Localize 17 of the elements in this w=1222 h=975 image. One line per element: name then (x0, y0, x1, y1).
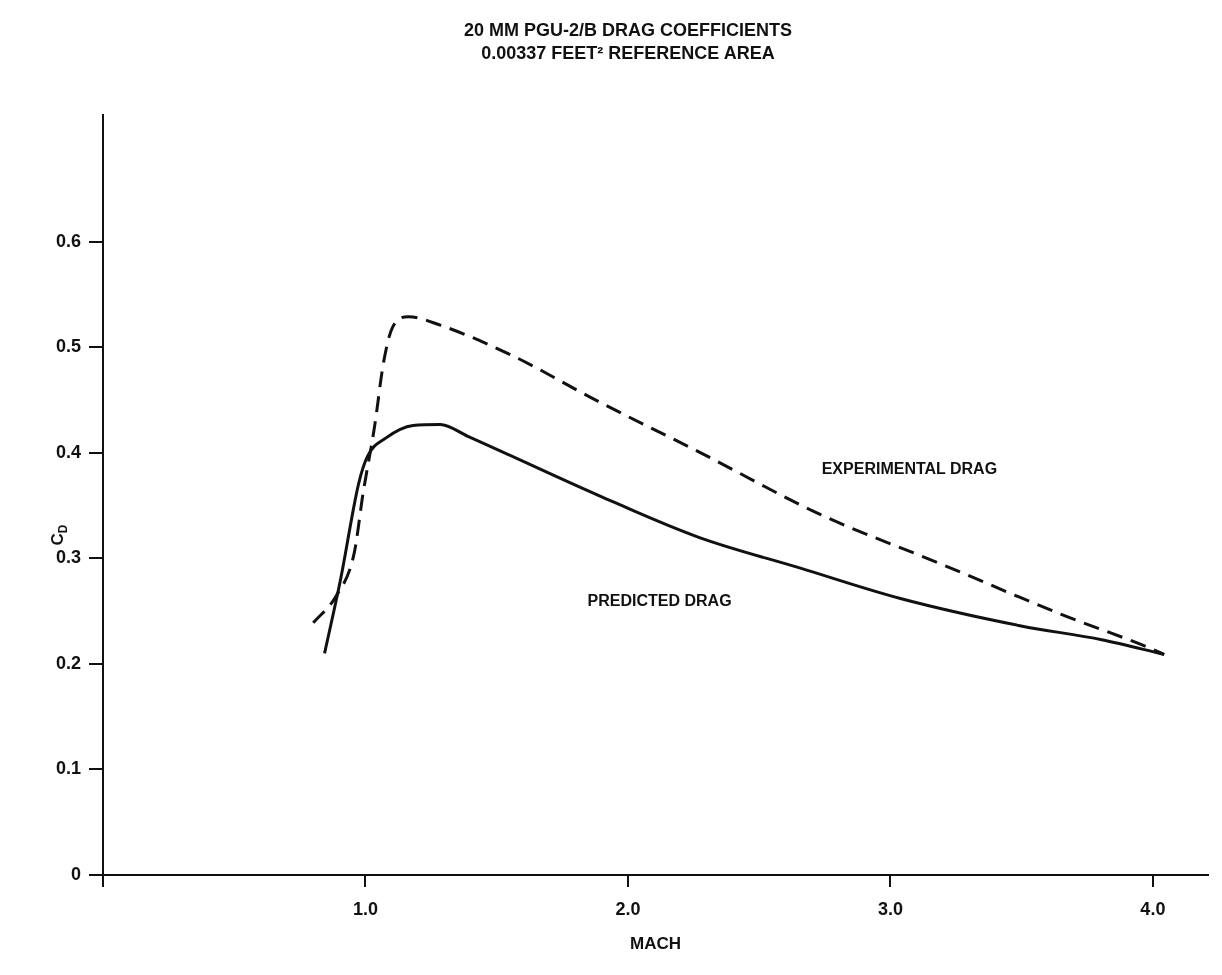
text: PREDICTED DRAG (587, 592, 732, 610)
y-tick-label: 0.4 (55, 441, 82, 462)
chart-subtitle: 0.00337 FEET² REFERENCE AREA (481, 43, 775, 64)
x-axis-title: MACH (630, 934, 682, 954)
y-tick-label: 0.3 (55, 547, 82, 568)
y-axis-title: CD (47, 524, 71, 546)
x-tick-label: 3.0 (877, 898, 903, 919)
y-tick-label: 0.6 (55, 230, 82, 251)
y-tick-label: 0.2 (55, 652, 82, 673)
y-tick-label: 0 (71, 863, 82, 884)
chart-title: 20 MM PGU-2/B DRAG COEFFICIENTS (463, 19, 793, 40)
x-tick-label: 4.0 (1140, 898, 1166, 919)
x-tick-label: 1.0 (352, 898, 378, 919)
x-tick-label: 2.0 (615, 898, 641, 919)
y-tick-label: 0.5 (55, 336, 82, 357)
text: EXPERIMENTAL DRAG (821, 459, 998, 477)
y-tick-label: 0.1 (55, 758, 82, 779)
